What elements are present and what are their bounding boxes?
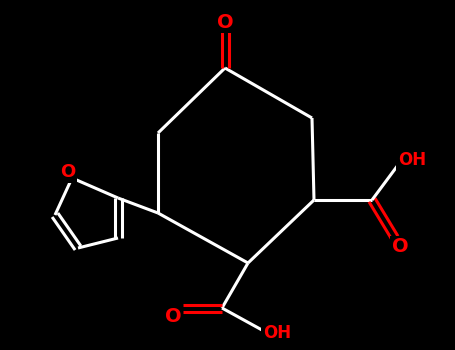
Text: O: O [392, 238, 408, 257]
Text: OH: OH [398, 151, 426, 169]
Text: O: O [61, 163, 76, 181]
Text: O: O [165, 308, 181, 327]
Text: O: O [217, 13, 233, 32]
Text: OH: OH [263, 324, 291, 342]
